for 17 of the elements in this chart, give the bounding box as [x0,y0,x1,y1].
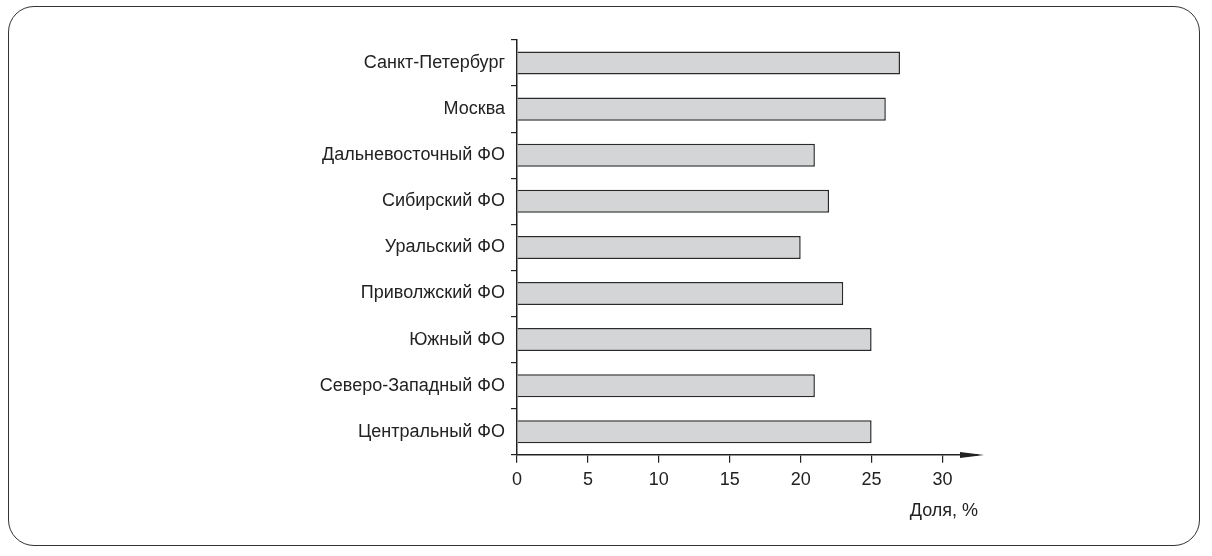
x-axis-title: Доля, % [909,500,978,521]
x-tick-label: 5 [582,468,593,489]
y-tick-label: Уральский ФО [384,236,505,257]
x-tick-label: 15 [719,468,740,489]
y-tick-label: Дальневосточный ФО [321,144,505,165]
x-tick-label: 25 [861,468,882,489]
x-tick-label: 0 [511,468,523,489]
x-tick-label: 10 [648,468,669,489]
y-tick-label: Южный ФО [409,328,505,349]
y-tick-label: Северо-Западный ФО [319,374,505,395]
y-tick-label: Приволжский ФО [360,282,505,303]
y-tick-label: Санкт-Петербург [363,52,506,73]
y-tick-label: Москва [443,98,506,119]
y-tick-label: Центральный ФО [357,420,505,441]
x-tick-label: 30 [932,468,953,489]
y-tick-label: Сибирский ФО [381,190,505,211]
x-tick-label: 20 [790,468,811,489]
